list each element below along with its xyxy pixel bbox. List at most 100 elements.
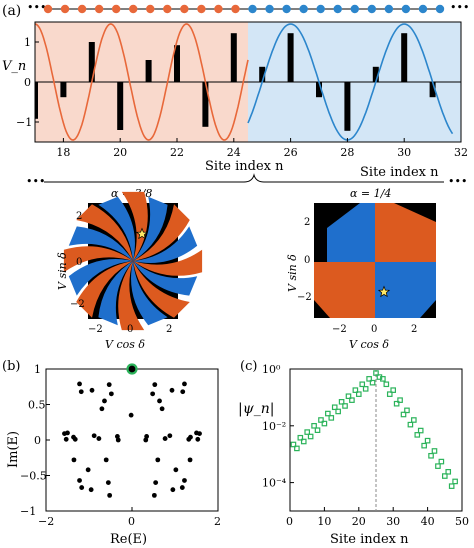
wavefunction-point xyxy=(356,391,362,397)
brace-curve xyxy=(44,173,444,183)
wavefunction-point xyxy=(321,420,328,427)
wavefunction-point xyxy=(314,427,321,433)
inset-right-xlabel: V cos δ xyxy=(349,338,389,351)
eigenvalue-point xyxy=(79,485,85,490)
eigenvalue-point xyxy=(194,430,199,436)
site-dots-row: ••• ••• xyxy=(27,1,469,14)
pinwheel-arm-blue xyxy=(68,226,133,261)
y-tick-label: −1 xyxy=(16,116,32,129)
site-dot-blue xyxy=(265,4,274,14)
y-tick-label: 0 xyxy=(24,76,31,89)
inset-right-ytick-m2: −2 xyxy=(297,292,312,303)
eigenvalue-point xyxy=(159,406,165,412)
x-tick-label: 20 xyxy=(113,146,127,159)
dots-ellipsis-left: ••• xyxy=(27,1,46,14)
site-dot-orange xyxy=(214,4,223,14)
x-tick-label: 30 xyxy=(397,146,411,159)
eigenvalue-point xyxy=(85,467,91,473)
y-tick-label: −1 xyxy=(20,505,36,518)
pinwheel-arm-blue xyxy=(68,259,133,296)
eigenvalue-point xyxy=(128,412,134,418)
potential-bar xyxy=(60,82,67,98)
x-tick-label: 32 xyxy=(454,146,468,159)
y-tick-label: 1 xyxy=(34,363,41,376)
eigenvalue-point xyxy=(151,492,157,498)
eigenvalue-point xyxy=(106,382,112,388)
site-dot-orange xyxy=(180,4,189,14)
wavefunction-point xyxy=(390,387,397,393)
eigenvalue-point xyxy=(115,437,121,443)
wavefunction-point xyxy=(383,381,390,388)
wavefunction-point xyxy=(438,458,445,465)
xlabel-b: Re(E) xyxy=(110,532,147,547)
pinwheel-arm-orange xyxy=(121,191,148,261)
x-tick-label: 30 xyxy=(386,515,400,528)
ylabel-c: |ψ_n| xyxy=(238,401,274,417)
inset-right-ylabel: V sin δ xyxy=(286,254,299,292)
eigenvalue-point xyxy=(157,398,162,404)
pinwheel-arm-orange xyxy=(133,204,190,261)
wavefunction-point xyxy=(393,400,400,407)
site-dot-blue xyxy=(299,4,308,14)
site-dot-blue xyxy=(401,4,411,14)
wavefunction-point xyxy=(386,391,393,397)
eigenvalue-point xyxy=(77,478,82,483)
wavefunction-point xyxy=(448,483,455,489)
wavefunction-point xyxy=(338,398,345,405)
potential-bar xyxy=(401,33,408,82)
pinwheel-arm-orange xyxy=(76,204,133,261)
y-tick-label: 1 xyxy=(24,36,31,49)
wavefunction-point xyxy=(421,442,427,449)
potential-bar xyxy=(174,45,180,82)
quadrant-blue-top-left xyxy=(327,203,375,262)
eigenvalue-point xyxy=(99,406,105,412)
x-tick-label: 24 xyxy=(227,146,241,159)
eigenvalue-point xyxy=(162,436,168,441)
wavefunction-point xyxy=(318,417,324,423)
wavefunction-point xyxy=(325,410,331,417)
eigenvalue-point xyxy=(182,478,187,483)
potential-bar xyxy=(145,60,152,82)
x-tick-label: −2 xyxy=(38,515,54,528)
inset-right-ytick-2: 2 xyxy=(304,217,310,228)
spectrum-scatter: −2 0 2 1 0.5 0 −0.5 −1 Re(E) Im(E) xyxy=(6,363,221,547)
eigenvalue-point xyxy=(182,381,187,387)
eigenvalue-point xyxy=(170,487,176,493)
inset-left-ytick-2: 2 xyxy=(76,211,82,222)
potential-bar xyxy=(230,33,237,82)
wavefunction-point xyxy=(417,427,424,434)
star-marker-left xyxy=(135,227,149,240)
potential-bar xyxy=(372,66,379,82)
wavefunction-point xyxy=(304,429,311,435)
inset-right-ytick-0: 0 xyxy=(304,255,310,266)
site-dot-blue xyxy=(333,4,342,14)
site-dot-blue xyxy=(316,4,325,14)
wavefunction-point xyxy=(366,376,372,382)
y-tick-label: 0 xyxy=(34,434,41,447)
y-tick-label: 10⁻² xyxy=(262,420,286,433)
wavefunction-point xyxy=(445,469,452,475)
x-tick-label: 10 xyxy=(317,515,331,528)
site-dot-blue xyxy=(384,4,394,14)
eigenvalue-point xyxy=(179,485,185,490)
wavefunction-point xyxy=(369,379,376,386)
site-dot-blue xyxy=(367,4,377,14)
potential-bar xyxy=(117,82,124,130)
quadrant-blue-bottom-right xyxy=(375,262,436,318)
ylabel-b: Im(E) xyxy=(6,431,21,468)
potential-bar xyxy=(429,82,436,98)
inset-left-ylabel: V sin δ xyxy=(56,252,69,290)
wavefunction-point xyxy=(359,381,366,388)
wavefunction-point xyxy=(407,421,414,428)
eigenvalue-point xyxy=(91,433,97,439)
wavefunction-point xyxy=(362,386,369,392)
site-dot-orange xyxy=(43,4,53,14)
site-dot-orange xyxy=(111,4,121,14)
potential-bar xyxy=(88,42,95,82)
wavefunction-point xyxy=(397,397,403,403)
eigenvalue-point xyxy=(195,436,201,442)
eigenvalue-point xyxy=(63,436,69,442)
x-tick-label: 26 xyxy=(284,146,298,159)
site-dot-blue xyxy=(350,4,359,14)
eigenvalue-point xyxy=(152,382,158,388)
